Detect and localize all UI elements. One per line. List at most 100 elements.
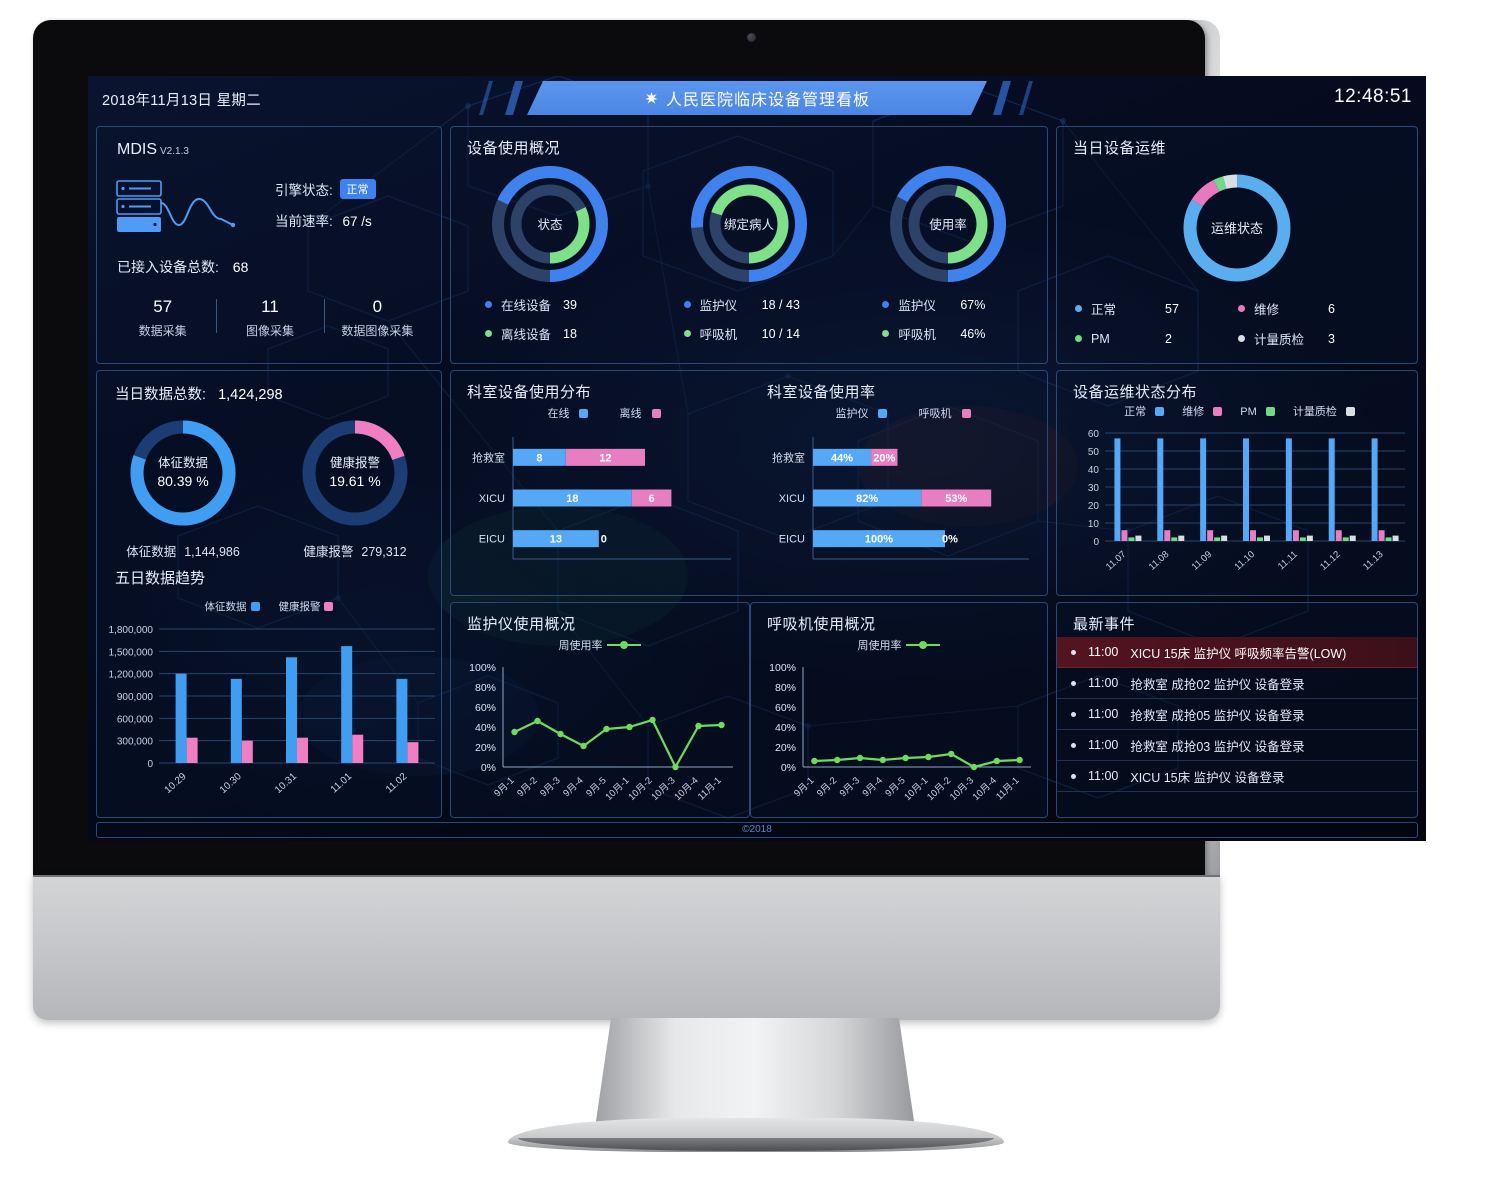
svg-text:0%: 0% bbox=[481, 762, 496, 774]
event-row[interactable]: 11:00 抢救室 成抢02 监护仪 设备登录 bbox=[1057, 668, 1417, 699]
svg-text:60%: 60% bbox=[775, 702, 796, 714]
legend-entry: 离线 bbox=[614, 408, 661, 420]
legend-dot bbox=[882, 301, 890, 308]
legend-label: 周使用率 bbox=[857, 640, 902, 652]
rate-label: 当前速率: bbox=[275, 214, 333, 229]
donut-center-label: 绑定病人 bbox=[724, 217, 775, 232]
status-double-donut: 状态 bbox=[492, 166, 609, 282]
alerts-donut-chart: 健康报警 19.61 % bbox=[302, 420, 408, 526]
server-waveform-icon bbox=[116, 180, 236, 232]
legend-entry: 监护仪 bbox=[829, 408, 888, 420]
svg-text:9月-2: 9月-2 bbox=[515, 775, 539, 799]
total-devices-row: 已接入设备总数: 68 bbox=[117, 257, 248, 277]
event-row[interactable]: 11:00 XICU 15床 监护仪 呼吸频率告警(LOW) bbox=[1057, 637, 1417, 668]
daily-total-value: 1,424,298 bbox=[218, 387, 283, 403]
legend-value: 6 bbox=[1328, 301, 1335, 316]
panel-title: 监护仪使用概况 bbox=[467, 616, 576, 633]
legend-item: 呼吸机 46% bbox=[882, 324, 1047, 343]
x-axis-ticks: 10.29 10.30 10.31 11.01 11.02 bbox=[163, 771, 410, 796]
svg-text:抢救室: 抢救室 bbox=[472, 450, 505, 464]
legend-dot bbox=[1075, 335, 1082, 342]
legend-line-marker-icon bbox=[606, 641, 641, 649]
svg-text:9月-2: 9月-2 bbox=[815, 775, 839, 799]
bar-group bbox=[175, 646, 419, 763]
event-bullet-icon bbox=[1071, 711, 1076, 717]
svg-text:100%: 100% bbox=[769, 662, 796, 674]
caption-value: 279,312 bbox=[361, 545, 407, 559]
legend-value: 3 bbox=[1328, 331, 1335, 346]
dept-distribution-section: 科室设备使用分布 在线 离线 抢救室 8 12 XICU 18 6 EICU 13 0 bbox=[451, 371, 751, 595]
svg-text:11.01: 11.01 bbox=[329, 771, 355, 796]
svg-text:11.10: 11.10 bbox=[1232, 549, 1257, 573]
vitals-caption: 体征数据 1,144,986 bbox=[126, 541, 240, 560]
svg-text:12: 12 bbox=[599, 452, 611, 464]
ventilator-usage-line-chart: 100%80%60%40%20%0%9月-19月-29月-39月-49月-510… bbox=[769, 662, 1031, 803]
event-bullet-icon bbox=[1071, 742, 1076, 748]
svg-text:0: 0 bbox=[601, 534, 607, 546]
svg-text:11.07: 11.07 bbox=[1104, 549, 1129, 573]
panel-daily-ops: 当日设备运维 运维状态 正常 57 维修 6 PM 2 计量质检 3 bbox=[1056, 126, 1418, 364]
title-slant-6 bbox=[1041, 81, 1051, 115]
legend-label: 周使用率 bbox=[558, 640, 603, 652]
panel-daily-data-total: 当日数据总数: 1,424,298 体征数据 80.39 % 体征数据 1,144… bbox=[96, 370, 442, 818]
legend-item: 呼吸机 10 / 14 bbox=[683, 324, 849, 343]
usage-donut-row: 状态 绑定病人 使用率 bbox=[451, 161, 1047, 287]
event-time: 11:00 bbox=[1088, 645, 1119, 659]
donut-center-label: 状态 bbox=[538, 218, 563, 232]
legend-swatch bbox=[1345, 407, 1355, 416]
monitor-chin bbox=[33, 875, 1220, 1020]
legend-status: 在线设备 39 离线设备 18 bbox=[451, 295, 650, 353]
status-badge: 正常 bbox=[339, 179, 376, 199]
event-time: 11:00 bbox=[1088, 676, 1119, 690]
legend-label: PM bbox=[1240, 406, 1257, 418]
svg-text:60: 60 bbox=[1088, 429, 1100, 440]
panel-title: 科室设备使用分布 bbox=[467, 384, 592, 401]
legend-item: 监护仪 18 / 43 bbox=[683, 295, 849, 314]
svg-text:0%: 0% bbox=[781, 762, 796, 774]
dept-utilization-legend: 监护仪 呼吸机 bbox=[751, 405, 1049, 421]
panel-ventilator-usage: 呼吸机使用概况 周使用率 100% 80% 60% 40% 20% 0% 9月-1 9月-2 9… bbox=[750, 602, 1048, 818]
trend-title: 五日数据趋势 bbox=[115, 570, 206, 587]
footer-bar: ©2018 bbox=[96, 822, 1418, 838]
svg-text:EICU: EICU bbox=[779, 534, 805, 546]
page-title: 人民医院临床设备管理看板 bbox=[665, 92, 870, 109]
legend-swatch bbox=[1213, 407, 1223, 416]
legend-dot bbox=[1075, 305, 1082, 312]
legend-dot bbox=[1238, 305, 1245, 312]
utilization-double-donut: 使用率 bbox=[889, 166, 1006, 282]
svg-text:9月-1: 9月-1 bbox=[492, 775, 516, 799]
svg-text:11.09: 11.09 bbox=[1190, 549, 1215, 573]
legend-dot bbox=[882, 330, 890, 337]
svg-text:300,000: 300,000 bbox=[117, 737, 154, 748]
title-slant-2 bbox=[479, 81, 493, 115]
event-row[interactable]: 11:00 抢救室 成抢05 监护仪 设备登录 bbox=[1057, 699, 1417, 730]
legend-label: 监护仪 bbox=[699, 299, 738, 313]
dept-distribution-legend: 在线 离线 bbox=[451, 405, 751, 421]
legend-item: 监护仪 67% bbox=[882, 295, 1047, 314]
legend-utilization: 监护仪 67% 呼吸机 46% bbox=[848, 295, 1047, 353]
event-text: 抢救室 成抢05 监护仪 设备登录 bbox=[1130, 708, 1305, 723]
event-row[interactable]: 11:00 抢救室 成抢03 监护仪 设备登录 bbox=[1057, 730, 1417, 761]
daily-donut-pair: 体征数据 80.39 % 体征数据 1,144,986 健康报警 19.61 % … bbox=[97, 413, 441, 560]
stat-value: 57 bbox=[153, 297, 173, 316]
event-row[interactable]: 11:00 XICU 15床 监护仪 设备登录 bbox=[1057, 761, 1417, 792]
title-slant-3 bbox=[457, 81, 467, 115]
svg-text:40%: 40% bbox=[475, 722, 496, 734]
event-bullet-icon bbox=[1071, 649, 1076, 655]
event-text: XICU 15床 监护仪 呼吸频率告警(LOW) bbox=[1130, 646, 1347, 661]
legend-value: 46% bbox=[960, 326, 986, 341]
donut-center-pct: 19.61 % bbox=[329, 473, 380, 489]
svg-text:20%: 20% bbox=[475, 742, 496, 754]
stat-label: 数据采集 bbox=[138, 324, 187, 338]
mdis-product-name: MDIS bbox=[117, 141, 157, 158]
panel-title: 最新事件 bbox=[1073, 616, 1136, 633]
donut-center-pct: 80.39 % bbox=[157, 473, 208, 489]
dashboard-title-banner: 人民医院临床设备管理看板 bbox=[527, 81, 987, 115]
hospital-cross-icon bbox=[644, 91, 659, 106]
daily-total-row: 当日数据总数: 1,424,298 bbox=[115, 383, 283, 404]
panel-device-usage-overview: 设备使用概况 状态 绑定病人 bbox=[450, 126, 1048, 364]
event-list[interactable]: 11:00 XICU 15床 监护仪 呼吸频率告警(LOW) 11:00 抢救室 成抢… bbox=[1057, 637, 1417, 792]
svg-text:11.13: 11.13 bbox=[1361, 549, 1386, 573]
title-slant-4 bbox=[993, 81, 1011, 115]
legend-label: 离线设备 bbox=[501, 328, 552, 342]
